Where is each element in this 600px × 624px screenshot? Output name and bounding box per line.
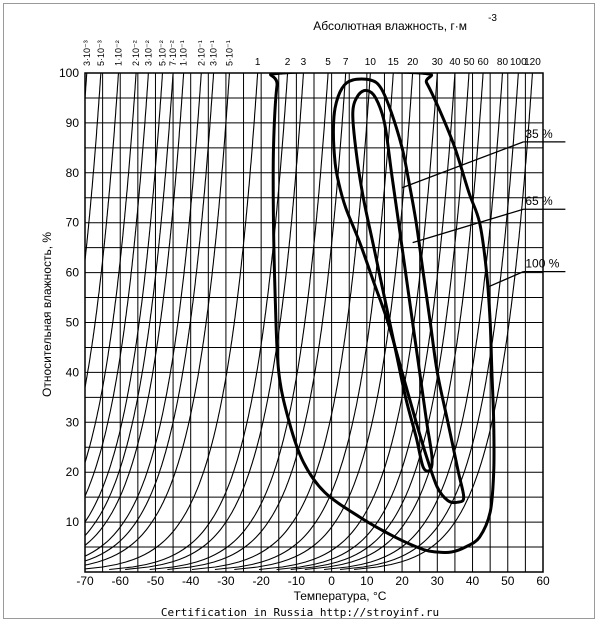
abs-humidity-label: 5 bbox=[325, 57, 331, 68]
x-axis-title: Температура, °С bbox=[294, 589, 387, 603]
abs-humidity-line bbox=[290, 73, 470, 571]
abs-humidity-label: 5·10⁻² bbox=[158, 40, 168, 66]
x-tick-label: -50 bbox=[147, 574, 165, 588]
abs-humidity-line bbox=[258, 73, 438, 571]
x-tick-label: 60 bbox=[536, 574, 550, 588]
envelope-curve bbox=[351, 88, 434, 473]
envelope-curves bbox=[269, 73, 496, 555]
abs-humidity-line bbox=[125, 73, 304, 571]
top-axis-title-exponent: -3 bbox=[488, 13, 497, 24]
abs-humidity-label: 2 bbox=[285, 57, 291, 68]
y-tick-label: 30 bbox=[66, 415, 80, 429]
x-tick-label: 20 bbox=[395, 574, 409, 588]
abs-humidity-label: 1·10⁻² bbox=[114, 40, 124, 66]
abs-humidity-line bbox=[304, 73, 484, 571]
abs-humidity-line bbox=[214, 73, 394, 571]
top-axis-title: Абсолютная влажность, г·м bbox=[313, 19, 467, 33]
abs-humidity-label: 20 bbox=[407, 57, 419, 68]
abs-humidity-label: 30 bbox=[432, 57, 444, 68]
x-tick-label: 10 bbox=[360, 574, 374, 588]
y-tick-label: 10 bbox=[66, 515, 80, 529]
image-frame bbox=[3, 3, 595, 619]
y-tick-label: 70 bbox=[66, 216, 80, 230]
abs-humidity-label: 5·10⁻³ bbox=[96, 40, 106, 66]
abs-humidity-label: 40 bbox=[449, 57, 461, 68]
abs-humidity-label: 7·10⁻² bbox=[168, 40, 178, 66]
x-tick-label: -60 bbox=[112, 574, 130, 588]
x-tick-label: 50 bbox=[501, 574, 515, 588]
abs-humidity-line bbox=[85, 73, 202, 557]
abs-humidity-line bbox=[85, 73, 259, 570]
annotation-label: 35 % bbox=[525, 127, 553, 141]
abs-humidity-label: 7 bbox=[343, 57, 349, 68]
humidity-chart: -70 -60 -50 -40 -30 -20 -10 0 10 20 30 40 50 60102030… bbox=[40, 13, 566, 603]
annotation-label: 100 % bbox=[525, 257, 559, 271]
abs-humidity-line bbox=[85, 73, 230, 566]
x-tick-label: 40 bbox=[466, 574, 480, 588]
abs-humidity-line bbox=[109, 73, 289, 571]
abs-humidity-label: 3·10⁻³ bbox=[82, 40, 92, 66]
abs-humidity-label: 80 bbox=[497, 57, 509, 68]
x-tick-label: 30 bbox=[431, 574, 445, 588]
abs-humidity-label: 3·10⁻¹ bbox=[209, 40, 219, 66]
abs-humidity-label: 60 bbox=[478, 57, 490, 68]
abs-humidity-line bbox=[85, 73, 164, 524]
x-tick-label: -10 bbox=[288, 574, 306, 588]
abs-humidity-line bbox=[85, 73, 120, 391]
abs-humidity-line bbox=[354, 73, 533, 571]
y-tick-label: 100 bbox=[59, 66, 79, 80]
abs-humidity-line bbox=[324, 73, 504, 571]
abs-humidity-label: 3 bbox=[301, 57, 307, 68]
abs-humidity-line bbox=[276, 73, 456, 571]
abs-humidity-label: 15 bbox=[388, 57, 400, 68]
y-tick-label: 20 bbox=[66, 465, 80, 479]
y-tick-label: 80 bbox=[66, 166, 80, 180]
abs-humidity-line bbox=[167, 73, 347, 571]
abs-humidity-label: 3·10⁻² bbox=[143, 40, 153, 66]
abs-humidity-line bbox=[149, 73, 329, 571]
abs-humidity-line bbox=[85, 73, 215, 562]
abs-humidity-label: 2·10⁻² bbox=[131, 40, 141, 66]
x-tick-label: -40 bbox=[182, 574, 200, 588]
annotation-label: 65 % bbox=[525, 194, 553, 208]
abs-humidity-label: 1·10⁻¹ bbox=[179, 40, 189, 66]
y-axis-title: Относительная влажность, % bbox=[40, 232, 54, 397]
abs-humidity-label: 50 bbox=[463, 57, 475, 68]
envelope-curve bbox=[331, 77, 466, 505]
abs-humidity-line bbox=[191, 73, 371, 571]
x-tick-label: -30 bbox=[217, 574, 235, 588]
abs-humidity-line bbox=[339, 73, 519, 571]
x-tick-label: -70 bbox=[76, 574, 94, 588]
abs-humidity-label: 5·10⁻¹ bbox=[224, 40, 234, 66]
abs-humidity-line bbox=[85, 73, 149, 498]
x-tick-label: 0 bbox=[328, 574, 335, 588]
abs-humidity-line bbox=[85, 73, 137, 465]
y-tick-label: 40 bbox=[66, 365, 80, 379]
abs-humidity-line bbox=[85, 73, 102, 266]
y-tick-label: 50 bbox=[66, 316, 80, 330]
abs-humidity-label: 120 bbox=[524, 57, 541, 68]
envelope-curve bbox=[269, 73, 496, 555]
abs-humidity-label: 10 bbox=[365, 57, 377, 68]
y-tick-label: 60 bbox=[66, 266, 80, 280]
abs-humidity-line bbox=[85, 73, 174, 537]
annotation-leader bbox=[486, 271, 524, 289]
annotation-leader bbox=[412, 208, 524, 244]
y-tick-label: 90 bbox=[66, 116, 80, 130]
abs-humidity-lines bbox=[85, 73, 533, 571]
footer-caption: Certification in Russia http://stroyinf.… bbox=[160, 606, 440, 619]
abs-humidity-label: 1 bbox=[255, 57, 261, 68]
abs-humidity-line bbox=[85, 73, 185, 547]
annotation-leader bbox=[401, 141, 524, 189]
abs-humidity-label: 100 bbox=[510, 57, 527, 68]
x-tick-label: -20 bbox=[252, 574, 270, 588]
abs-humidity-label: 2·10⁻¹ bbox=[196, 40, 206, 66]
